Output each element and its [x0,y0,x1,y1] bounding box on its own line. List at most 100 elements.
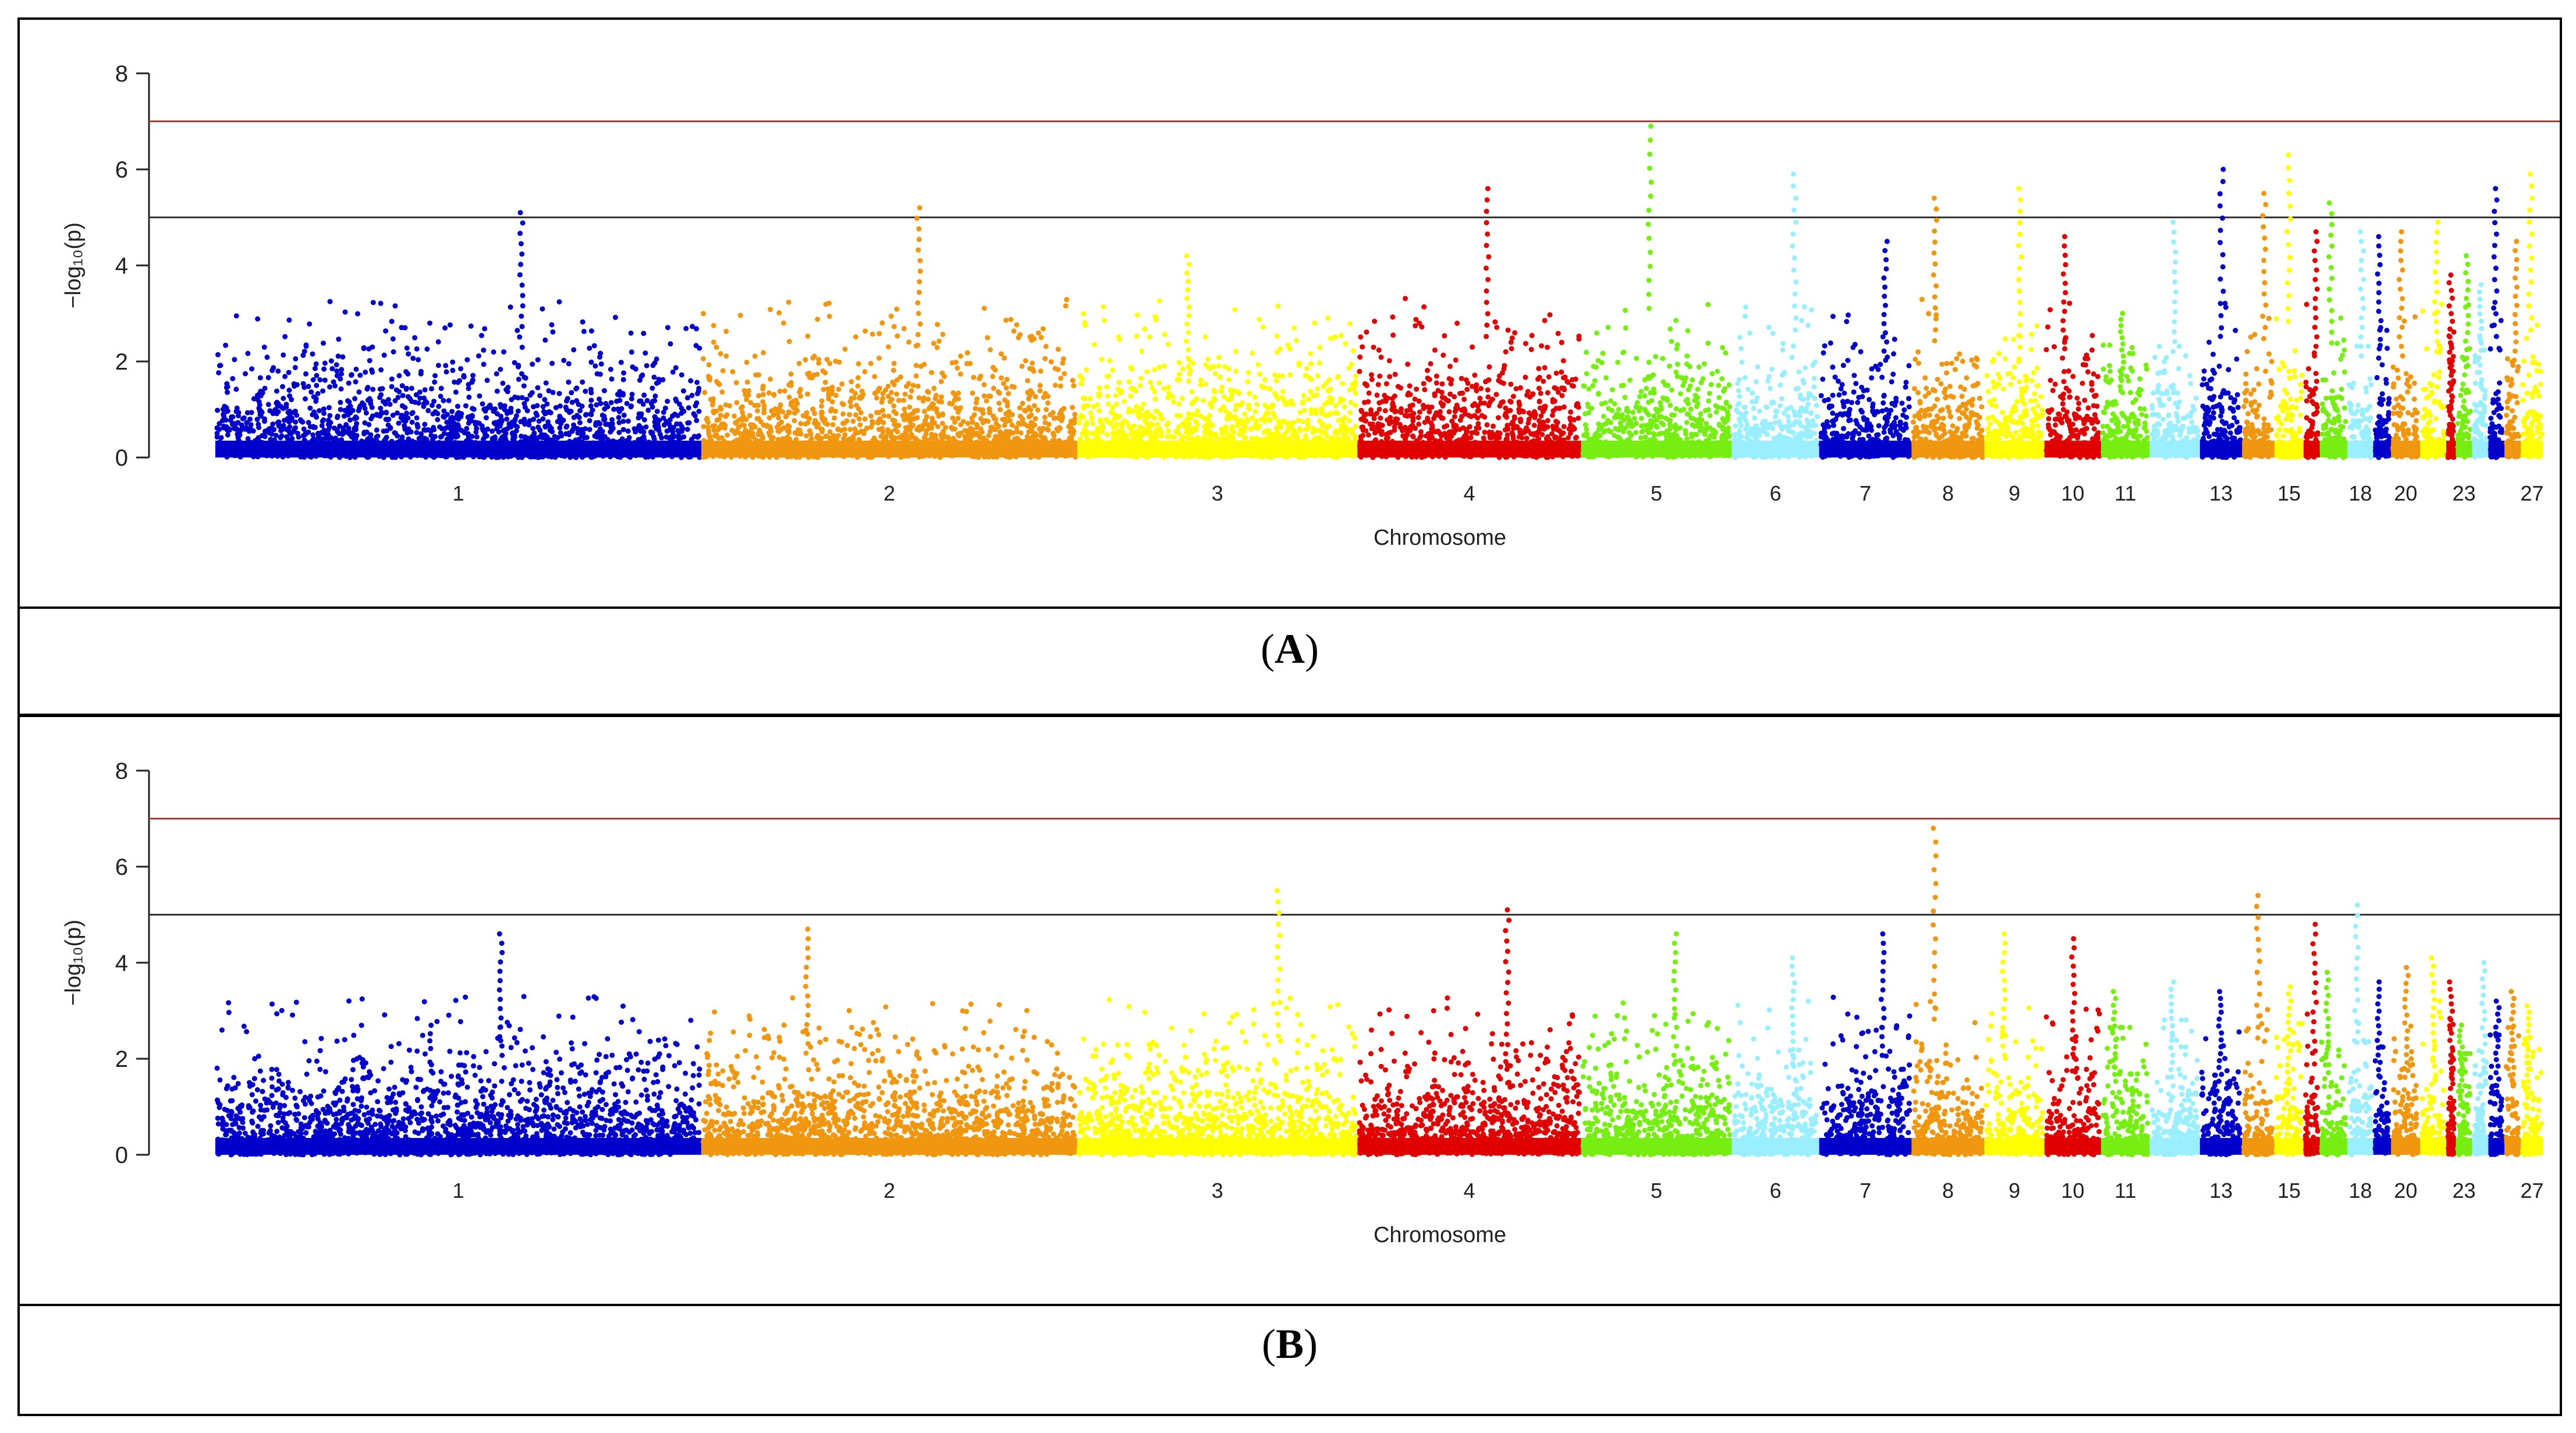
snp-point [700,311,706,317]
snp-point [1080,414,1086,420]
snp-point [405,371,411,377]
snp-point [914,215,920,221]
snp-point [921,361,927,367]
snp-point [835,432,841,438]
snp-point [1317,360,1322,366]
snp-point [1275,303,1281,309]
snp-point [754,408,760,414]
snp-point [885,393,891,399]
snp-point [1421,406,1427,412]
snp-point [1115,386,1121,392]
snp-point [461,374,467,380]
snp-point [1138,406,1144,412]
snp-point [1318,406,1324,412]
snp-point [1279,395,1285,400]
snp-point [414,421,420,427]
snp-point [862,369,868,375]
snp-point [1161,386,1167,392]
snp-point [786,395,792,400]
snp-point [577,420,583,425]
snp-point [761,403,767,409]
snp-point [1237,432,1243,438]
snp-point [1442,333,1447,339]
snp-point [650,399,656,404]
snp-point [331,379,336,385]
snp-point [416,400,421,406]
snp-point [1152,389,1158,395]
snp-point [1339,423,1344,429]
snp-point [1210,431,1216,437]
snp-point [1369,377,1375,382]
snp-point [1357,354,1363,360]
snp-point [842,432,848,438]
snp-point [519,434,524,439]
snp-point [256,421,261,427]
snp-point [1372,318,1378,324]
snp-point [684,427,690,432]
snp-point [829,399,835,405]
snp-point [746,392,751,398]
snp-point [1028,412,1034,418]
snp-point [670,424,676,430]
snp-point [1434,373,1439,379]
snp-point [1129,386,1134,392]
snp-point [327,413,333,418]
snp-point [826,393,832,399]
snp-point [1023,408,1028,414]
data-points [214,123,2545,460]
snp-point [347,417,353,423]
snp-point [1376,347,1382,353]
snp-point [336,336,342,342]
snp-point [1105,393,1110,399]
snp-point [916,289,922,295]
snp-point [1101,318,1107,324]
snp-point [885,384,891,389]
snp-point [1223,424,1229,430]
snp-point [1014,429,1020,435]
snp-point [1209,423,1215,428]
snp-point [1081,311,1087,317]
snp-point [730,369,736,375]
snp-point [1060,356,1066,362]
snp-point [346,430,352,436]
snp-point [915,342,921,348]
snp-point [1090,421,1095,427]
snp-point [917,321,923,327]
snp-point [1143,430,1149,436]
snp-point [710,399,716,405]
snp-point [952,397,957,403]
snp-point [902,391,908,397]
snp-point [393,430,398,436]
snp-point [395,395,401,400]
snp-point [949,360,955,366]
snp-point [822,370,828,375]
snp-point [1231,388,1237,393]
snp-point [254,416,260,422]
snp-point [858,428,864,434]
snp-point [914,427,920,432]
snp-point [1293,338,1299,343]
snp-point [608,400,614,406]
snp-point [705,424,711,430]
snp-point [1219,384,1225,390]
snp-point [962,428,968,434]
snp-point [1009,423,1015,428]
snp-point [902,417,907,423]
snp-point [868,361,874,366]
snp-point [609,417,615,423]
snp-point [830,422,836,427]
snp-point [245,350,251,356]
snp-point [1346,365,1352,371]
snp-point [670,369,676,375]
snp-point [697,345,702,351]
snp-point [1070,431,1076,437]
snp-point [1097,385,1102,391]
snp-point [681,409,687,414]
snp-point [454,432,460,437]
snp-point [281,396,286,401]
snp-point [1098,428,1104,434]
snp-point [857,422,863,428]
snp-point [601,417,606,423]
snp-point [1067,435,1073,441]
snp-point [556,391,562,396]
